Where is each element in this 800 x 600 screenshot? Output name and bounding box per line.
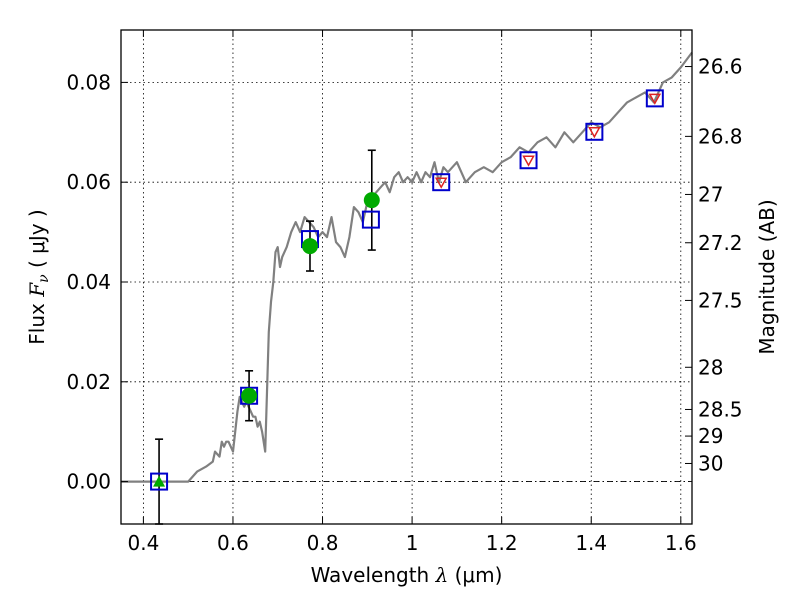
plot-frame [120,29,693,525]
points-layer [150,89,664,525]
mag-tick-label: 30 [698,451,723,475]
model-point-square [361,210,380,229]
observed-point [241,387,258,404]
model-point-square [432,173,451,192]
model-point-square [645,89,664,108]
x-tick-label: 0.8 [307,531,339,555]
mag-tick-label: 27.2 [698,231,743,255]
y-tick-label: 0.04 [66,270,111,294]
mag-tick-label: 26.8 [698,124,743,148]
mag-tick-label: 28 [698,355,723,379]
x-axis-label: Wavelength λ (μm) [311,563,503,587]
model-point-square [585,122,604,141]
right-axis-label: Magnitude (AB) [755,199,779,354]
mag-tick-label: 29 [698,424,723,448]
x-tick-label: 0.6 [217,531,249,555]
grid-layer [121,30,692,524]
y-tick-label: 0.08 [66,70,111,94]
axis-labels: Wavelength λ (μm) Flux Fν ( μJy ) Magnit… [25,199,779,587]
tick-layer: 0.4 0.6 0.8 1 1.2 1.4 1.6 0.00 0.02 0.04 0.06 0.08 2… [66,30,743,555]
model-point-square [150,472,169,491]
x-tick-label: 1 [406,531,419,555]
mag-tick-label: 26.6 [698,55,743,79]
y-tick-label: 0.06 [66,170,111,194]
upper-limit-marker [588,127,601,139]
observed-point-triangle [153,475,166,487]
series-layer [121,51,693,483]
x-tick-label: 0.4 [127,531,159,555]
y-axis-label: Flux Fν ( μJy ) [25,209,52,344]
upper-limit-marker [522,155,535,167]
upper-limit-marker [648,93,662,105]
upper-limit-marker [434,177,448,189]
model-spectrum-line [121,51,693,483]
observed-point [301,238,318,255]
mag-tick-label: 28.5 [698,397,743,421]
mag-tick-label: 27 [698,182,723,206]
y-tick-label: 0.02 [66,370,111,394]
x-tick-label: 1.2 [486,531,518,555]
y-tick-label: 0.00 [66,470,111,494]
mag-tick-label: 27.5 [698,288,743,312]
x-tick-label: 1.6 [665,531,697,555]
observed-point [363,192,380,209]
x-tick-label: 1.4 [575,531,607,555]
model-point-square [519,151,538,170]
